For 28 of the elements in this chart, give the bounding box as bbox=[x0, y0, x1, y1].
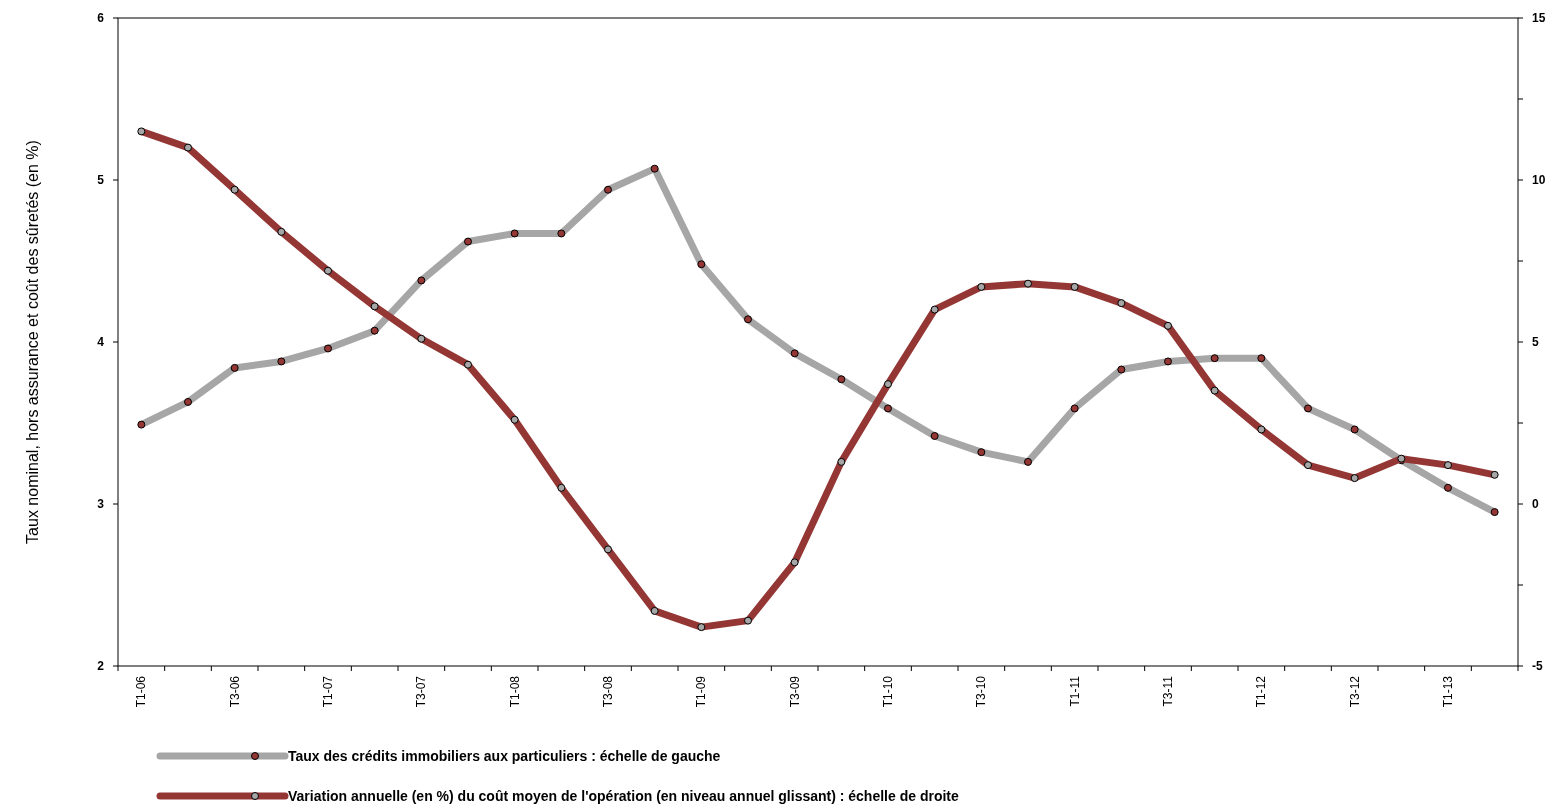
x-tick-label: T1-11 bbox=[1067, 675, 1082, 707]
y2-tick-label: -5 bbox=[1532, 659, 1543, 674]
y-tick-label: 4 bbox=[97, 335, 105, 350]
x-tick-label: T3-11 bbox=[1161, 675, 1175, 707]
x-tick-label: T1-10 bbox=[881, 675, 895, 708]
x-tick-label: T3-06 bbox=[227, 675, 242, 708]
y2-tick-label: 15 bbox=[1532, 11, 1546, 26]
y-axis-title: Taux nominal, hors assurance et coût des sûretés (en %) bbox=[24, 140, 41, 544]
x-tick-label: T3-09 bbox=[787, 675, 802, 708]
x-tick-label: T3-08 bbox=[601, 675, 615, 708]
y-tick-label: 5 bbox=[97, 173, 105, 188]
x-tick-label: T1-12 bbox=[1254, 675, 1269, 708]
x-tick-label: T3-07 bbox=[414, 675, 429, 708]
legend-label: Taux des crédits immobiliers aux particuliers : échelle de gauche bbox=[288, 747, 721, 764]
y-tick-label: 3 bbox=[97, 497, 105, 512]
x-tick-label: T1-08 bbox=[507, 675, 522, 708]
y-tick-label: 6 bbox=[97, 11, 105, 26]
x-tick-label: T3-10 bbox=[974, 675, 989, 708]
x-tick-label: T1-13 bbox=[1441, 675, 1455, 708]
x-tick-label: T1-07 bbox=[321, 675, 335, 708]
y2-tick-label: 5 bbox=[1532, 335, 1539, 350]
x-tick-label: T1-09 bbox=[694, 675, 709, 708]
x-tick-label: T3-12 bbox=[1347, 675, 1362, 708]
y2-tick-label: 0 bbox=[1532, 497, 1539, 512]
y2-tick-label: 10 bbox=[1532, 173, 1546, 188]
legend-label: Variation annuelle (en %) du coût moyen de l'opération (en niveau annuel glissant) : échelle de droite bbox=[288, 787, 959, 804]
y-tick-label: 2 bbox=[97, 659, 105, 674]
x-tick-label: T1-06 bbox=[134, 675, 149, 708]
